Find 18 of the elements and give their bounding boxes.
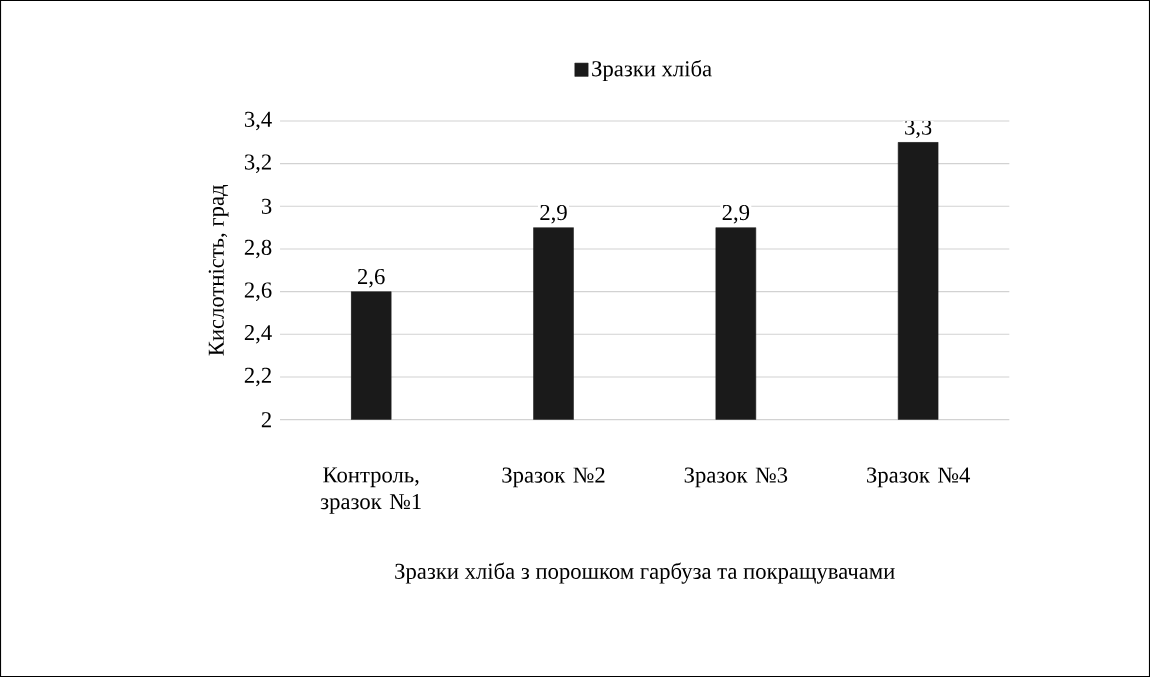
x-tick-label: Зразок №2	[502, 467, 605, 488]
y-tick-label: 3,4	[244, 111, 272, 131]
x-tick-label: Зразок №3	[684, 467, 788, 488]
y-tick-label: 2,8	[244, 239, 272, 259]
text: 2,9	[722, 204, 750, 224]
text: 2,6	[358, 268, 385, 288]
x-tick-label: Контроль, зразок №1	[320, 467, 421, 514]
text: 2,9	[540, 204, 567, 224]
y-tick-label: 2,2	[244, 367, 271, 387]
x-axis-title: Зразки хліба з порошком гарбуза та покращувачами	[395, 562, 895, 584]
x-tick-label: Зразок №4	[867, 467, 971, 488]
y-tick-label: 2,4	[244, 325, 272, 344]
y-axis-title: Кислотність, град	[208, 184, 229, 356]
y-tick-label: 2	[261, 412, 271, 428]
y-tick-label: 2,6	[244, 282, 272, 301]
y-tick-label: 3,2	[244, 154, 271, 173]
y-tick-label: 3	[261, 198, 272, 214]
legend-label: Зразки хліба	[592, 59, 712, 81]
